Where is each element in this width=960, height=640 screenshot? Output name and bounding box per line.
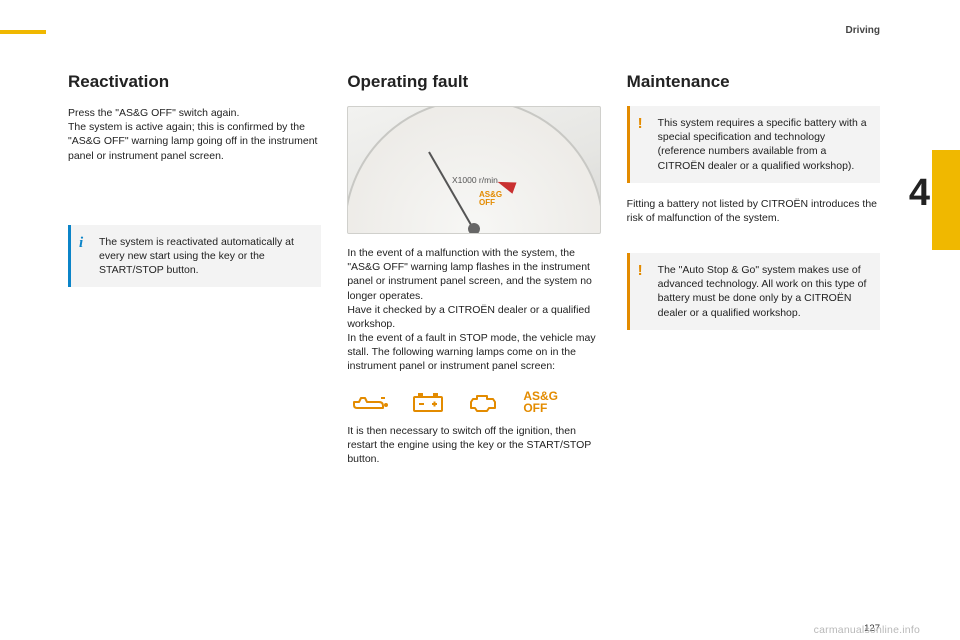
heading-maintenance: Maintenance [627,72,880,92]
info-icon: i [79,233,83,253]
tach-unit-label: X1000 r/min [452,175,498,185]
info-note: i The system is reactivated automaticall… [68,225,321,288]
warning-note-1: ! This system requires a specific batter… [627,106,880,183]
battery-warning-icon [411,390,445,414]
tach-needle-cap [468,223,480,234]
tach-dial [347,106,600,234]
chapter-number: 4 [909,172,930,215]
warning-note-2: ! The "Auto Stop & Go" system makes use … [627,253,880,330]
fault-text-1: In the event of a malfunction with the s… [347,246,600,374]
content-columns: Reactivation Press the "AS&G OFF" switch… [68,72,880,620]
section-label: Driving [846,25,880,36]
fault-text-2: It is then necessary to switch off the i… [347,424,600,467]
warning-note-2-text: The "Auto Stop & Go" system makes use of… [658,264,867,319]
heading-reactivation: Reactivation [68,72,321,92]
engine-warning-icon [467,390,501,414]
col-maintenance: Maintenance ! This system requires a spe… [627,72,880,620]
page: Driving 4 Reactivation Press the "AS&G O… [0,0,960,640]
info-note-text: The system is reactivated automatically … [99,236,294,276]
oil-warning-icon [351,390,389,414]
asg-off-text-icon: AS&G OFF [523,390,558,414]
warning-icon: ! [638,114,643,134]
chapter-tab [932,150,960,250]
maintenance-text: Fitting a battery not listed by CITROËN … [627,197,880,225]
reactivation-text: Press the "AS&G OFF" switch again. The s… [68,106,321,163]
tachometer-figure: X1000 r/min AS&G OFF [347,106,600,234]
heading-operating-fault: Operating fault [347,72,600,92]
accent-bar [0,30,46,34]
asg-off-lamp: AS&G OFF [479,191,502,207]
warning-lamp-row: AS&G OFF [351,390,600,414]
col-reactivation: Reactivation Press the "AS&G OFF" switch… [68,72,321,620]
warning-note-1-text: This system requires a specific battery … [658,117,867,172]
watermark: carmanualsonline.info [814,624,920,636]
col-operating-fault: Operating fault X1000 r/min AS&G OFF In … [347,72,600,620]
warning-icon: ! [638,261,643,281]
